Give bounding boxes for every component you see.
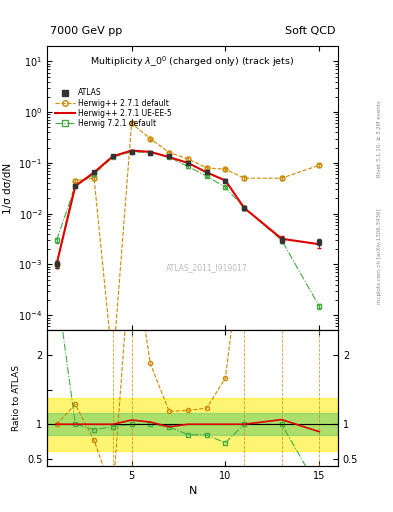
Text: 7000 GeV pp: 7000 GeV pp (50, 26, 122, 36)
Legend: ATLAS, Herwig++ 2.7.1 default, Herwig++ 2.7.1 UE-EE-5, Herwig 7.2.1 default: ATLAS, Herwig++ 2.7.1 default, Herwig++ … (54, 87, 173, 130)
Bar (47, 398, 338, 451)
Bar (47, 413, 338, 435)
Text: Multiplicity $\lambda\_0^0$ (charged only) (track jets): Multiplicity $\lambda\_0^0$ (charged onl… (90, 55, 295, 69)
Text: Rivet 3.1.10, ≥ 3.2M events: Rivet 3.1.10, ≥ 3.2M events (377, 100, 382, 177)
Y-axis label: Ratio to ATLAS: Ratio to ATLAS (12, 365, 21, 431)
X-axis label: N: N (188, 486, 197, 496)
Text: Soft QCD: Soft QCD (285, 26, 335, 36)
Text: mcplots.cern.ch [arXiv:1306.3436]: mcplots.cern.ch [arXiv:1306.3436] (377, 208, 382, 304)
Text: ATLAS_2011_I919017: ATLAS_2011_I919017 (166, 263, 248, 272)
Y-axis label: 1/σ dσ/dN: 1/σ dσ/dN (2, 163, 13, 214)
